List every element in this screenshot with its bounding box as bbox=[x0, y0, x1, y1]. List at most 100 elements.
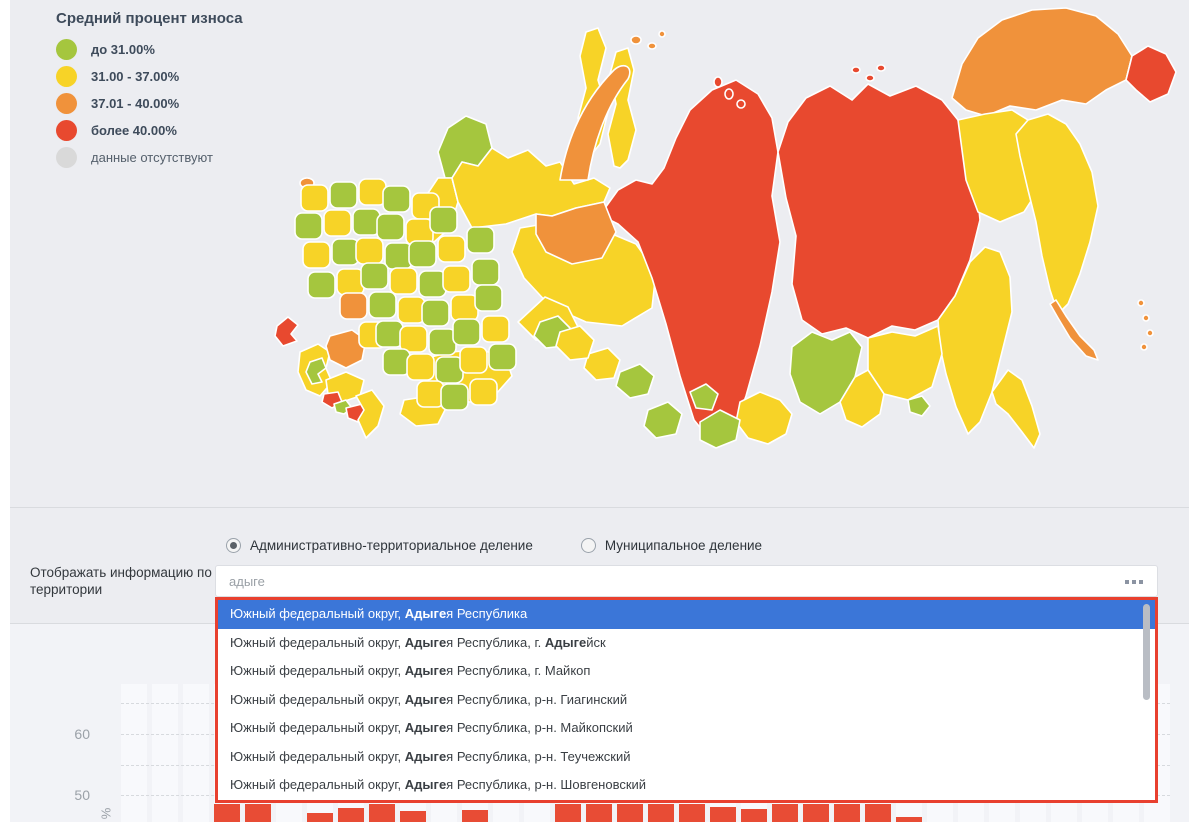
suggestion-item[interactable]: Южный федеральный округ, Адыгея Республи… bbox=[218, 628, 1155, 657]
map-region[interactable] bbox=[481, 315, 510, 343]
map-region[interactable] bbox=[876, 64, 886, 72]
ellipsis-menu-icon[interactable] bbox=[1125, 580, 1143, 584]
map-region[interactable] bbox=[368, 291, 397, 319]
map-region[interactable] bbox=[331, 238, 360, 266]
map-region[interactable] bbox=[647, 42, 657, 50]
map-region[interactable] bbox=[437, 235, 466, 263]
map-region[interactable] bbox=[1137, 299, 1145, 307]
legend-items: до 31.00% 31.00 - 37.00% 37.01 - 40.00% … bbox=[56, 39, 243, 168]
chart-bar bbox=[648, 804, 674, 822]
map-region[interactable] bbox=[907, 395, 931, 417]
map-region[interactable] bbox=[440, 383, 469, 411]
map-region[interactable] bbox=[658, 30, 666, 38]
map-region[interactable] bbox=[274, 316, 299, 347]
map-region[interactable] bbox=[294, 212, 323, 240]
suggestion-item[interactable]: Южный федеральный округ, Адыгея Республи… bbox=[218, 771, 1155, 800]
map-region[interactable] bbox=[1125, 45, 1177, 103]
chart-bar bbox=[462, 810, 488, 822]
map-region[interactable] bbox=[399, 325, 428, 353]
map-region[interactable] bbox=[384, 242, 413, 270]
dropdown-scrollbar-thumb[interactable] bbox=[1143, 604, 1150, 700]
suggestion-item[interactable]: Южный федеральный округ, Адыгея Республи… bbox=[218, 742, 1155, 771]
map-region[interactable] bbox=[583, 347, 621, 381]
map-region[interactable] bbox=[865, 74, 875, 82]
map-region[interactable] bbox=[474, 284, 503, 312]
map-region[interactable] bbox=[416, 380, 445, 408]
radio-unselected-icon[interactable] bbox=[580, 538, 596, 553]
map-region[interactable] bbox=[358, 178, 387, 206]
map-region[interactable] bbox=[630, 35, 642, 45]
map-region[interactable] bbox=[991, 369, 1041, 449]
map-region[interactable] bbox=[305, 357, 327, 385]
map-region[interactable] bbox=[736, 99, 746, 109]
map-region[interactable] bbox=[428, 328, 457, 356]
map-region[interactable] bbox=[397, 296, 426, 324]
map-region[interactable] bbox=[376, 213, 405, 241]
map-region[interactable] bbox=[469, 378, 498, 406]
map-region[interactable] bbox=[429, 206, 458, 234]
map-region[interactable] bbox=[488, 343, 517, 371]
chart-bar bbox=[617, 804, 643, 822]
map-region[interactable] bbox=[1140, 343, 1148, 351]
legend-title: Средний процент износа bbox=[56, 10, 243, 27]
map-region[interactable] bbox=[555, 325, 595, 361]
map-region[interactable] bbox=[724, 88, 734, 100]
map-region[interactable] bbox=[937, 246, 1013, 435]
territory-search-input[interactable]: адыге bbox=[215, 565, 1158, 597]
map-region[interactable] bbox=[329, 181, 358, 209]
map-region[interactable] bbox=[435, 356, 464, 384]
map-region[interactable] bbox=[355, 237, 384, 265]
map-region[interactable] bbox=[302, 241, 331, 269]
map-region[interactable] bbox=[699, 409, 741, 449]
map-region[interactable] bbox=[735, 391, 793, 445]
map-region[interactable] bbox=[442, 265, 471, 293]
map-region[interactable] bbox=[1142, 314, 1150, 322]
suggestion-item[interactable]: Южный федеральный округ, Адыгея Республи… bbox=[218, 600, 1155, 629]
map-region[interactable] bbox=[851, 66, 861, 74]
map-region[interactable] bbox=[382, 185, 411, 213]
map-region[interactable] bbox=[535, 201, 617, 265]
map-region[interactable] bbox=[452, 318, 481, 346]
map-region[interactable] bbox=[839, 369, 885, 428]
map-region[interactable] bbox=[355, 389, 385, 439]
map-region[interactable] bbox=[325, 329, 367, 369]
map-region[interactable] bbox=[689, 383, 719, 411]
map-region[interactable] bbox=[336, 268, 365, 296]
map-region[interactable] bbox=[389, 267, 418, 295]
radio-administrative-division[interactable]: Административно-территориальное деление bbox=[226, 538, 533, 553]
map-region[interactable] bbox=[352, 208, 381, 236]
map-region[interactable] bbox=[1015, 113, 1099, 315]
map-region[interactable] bbox=[471, 258, 500, 286]
map-region[interactable] bbox=[1049, 299, 1099, 361]
map-region[interactable] bbox=[599, 79, 781, 443]
map-region[interactable] bbox=[408, 240, 437, 268]
suggestion-item[interactable]: Южный федеральный округ, Адыгея Республи… bbox=[218, 714, 1155, 743]
map-region[interactable] bbox=[339, 292, 368, 320]
map-region[interactable] bbox=[300, 184, 329, 212]
map-region[interactable] bbox=[777, 83, 981, 339]
map-region[interactable] bbox=[713, 76, 723, 88]
map-region[interactable] bbox=[323, 209, 352, 237]
map-region[interactable] bbox=[360, 262, 389, 290]
map-region[interactable] bbox=[375, 320, 404, 348]
map-region[interactable] bbox=[951, 7, 1133, 117]
russia-choropleth-map[interactable] bbox=[0, 0, 1189, 507]
radio-municipal-division[interactable]: Муниципальное деление bbox=[580, 538, 762, 553]
map-region[interactable] bbox=[450, 294, 479, 322]
map-region[interactable] bbox=[459, 346, 488, 374]
map-region[interactable] bbox=[1146, 329, 1154, 337]
suggestion-item[interactable]: Южный федеральный округ, Адыгея Республи… bbox=[218, 657, 1155, 686]
map-region[interactable] bbox=[418, 270, 447, 298]
map-region[interactable] bbox=[406, 353, 435, 381]
map-region[interactable] bbox=[615, 363, 655, 399]
chart-bar bbox=[586, 804, 612, 822]
radio-selected-icon[interactable] bbox=[226, 538, 241, 553]
suggestion-item[interactable]: Южный федеральный округ, Адыгея Республи… bbox=[218, 685, 1155, 714]
map-region[interactable] bbox=[451, 147, 611, 229]
map-region[interactable] bbox=[421, 299, 450, 327]
map-region[interactable] bbox=[307, 271, 336, 299]
map-region[interactable] bbox=[382, 348, 411, 376]
map-region[interactable] bbox=[643, 401, 683, 439]
map-region[interactable] bbox=[466, 226, 495, 254]
map-region[interactable] bbox=[559, 64, 631, 181]
